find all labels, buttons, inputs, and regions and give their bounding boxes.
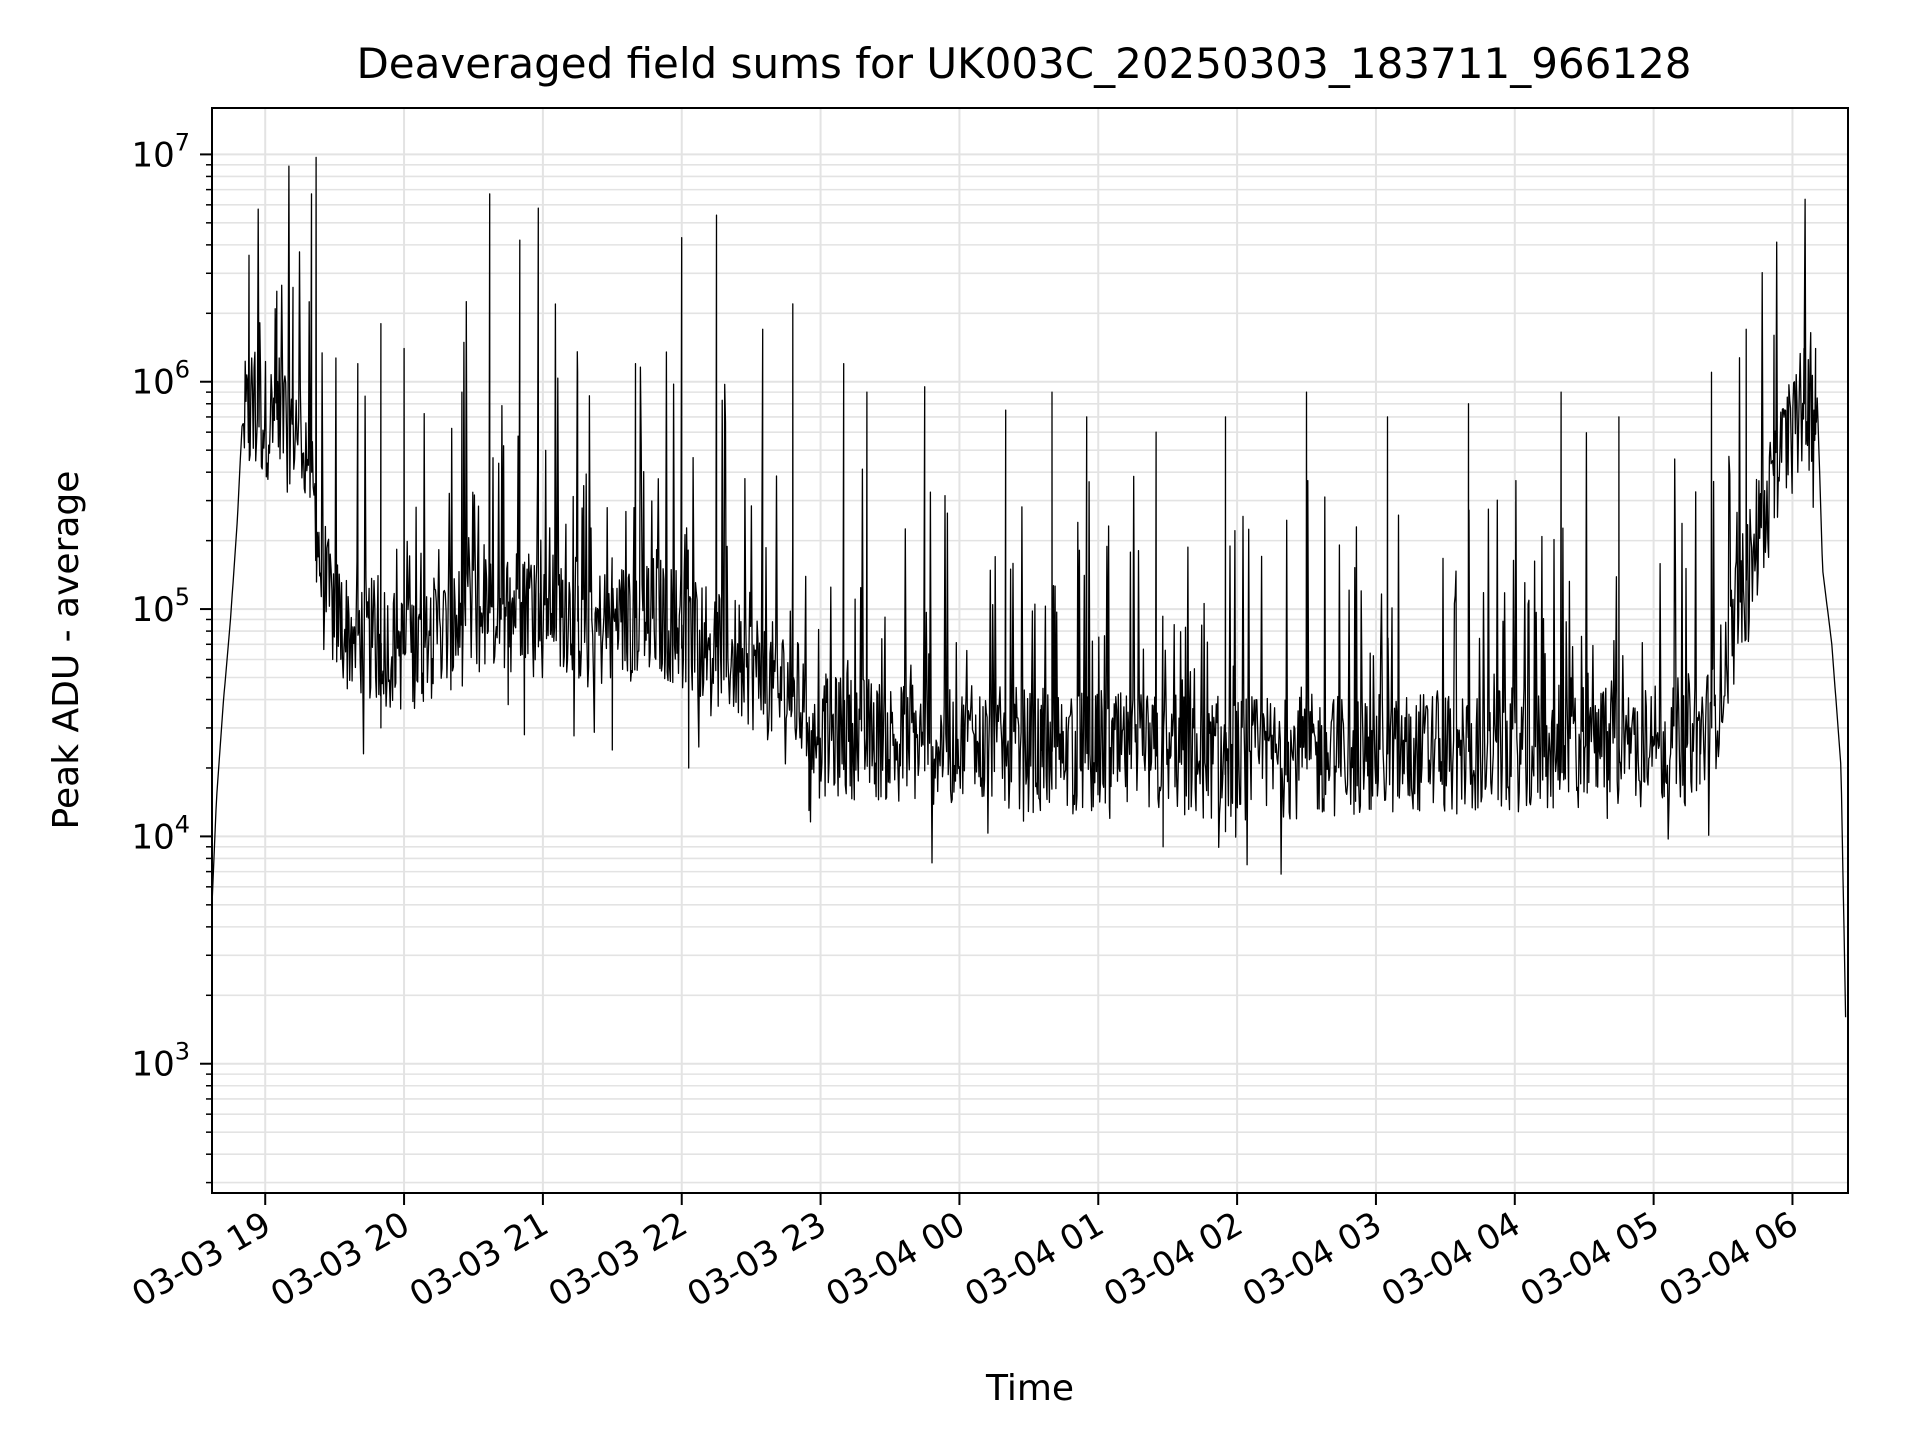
grid	[212, 108, 1848, 1193]
x-tick-label: 03-04 03	[1236, 1204, 1388, 1315]
x-tick-label: 03-03 19	[125, 1204, 277, 1315]
y-axis-label: Peak ADU - average	[46, 471, 87, 830]
y-tick-label: 106	[131, 356, 190, 403]
x-tick-label: 03-04 01	[958, 1204, 1110, 1315]
x-tick-label: 03-04 04	[1375, 1204, 1527, 1315]
x-tick-label: 03-04 05	[1514, 1204, 1666, 1315]
x-tick-label: 03-03 20	[264, 1204, 416, 1315]
x-tick-label: 03-04 06	[1653, 1204, 1805, 1315]
x-tick-label: 03-04 00	[820, 1204, 972, 1315]
plot-frame	[211, 107, 1849, 1194]
series-line	[211, 156, 1847, 1018]
y-tick-label: 105	[131, 583, 190, 630]
y-axis: 103 104 105 106 107	[131, 128, 212, 1184]
y-tick-label: 107	[131, 128, 190, 175]
x-tick-label: 03-03 23	[681, 1204, 833, 1315]
y-tick-label: 104	[131, 810, 190, 857]
y-tick-label: 103	[131, 1038, 190, 1085]
x-tick-label: 03-03 22	[542, 1204, 694, 1315]
x-axis-label: Time	[985, 1368, 1074, 1409]
x-tick-label: 03-04 02	[1097, 1204, 1249, 1315]
chart-title: Deaveraged field sums for UK003C_2025030…	[356, 39, 1691, 88]
plot-area	[211, 156, 1847, 1018]
x-tick-label: 03-03 21	[403, 1204, 555, 1315]
